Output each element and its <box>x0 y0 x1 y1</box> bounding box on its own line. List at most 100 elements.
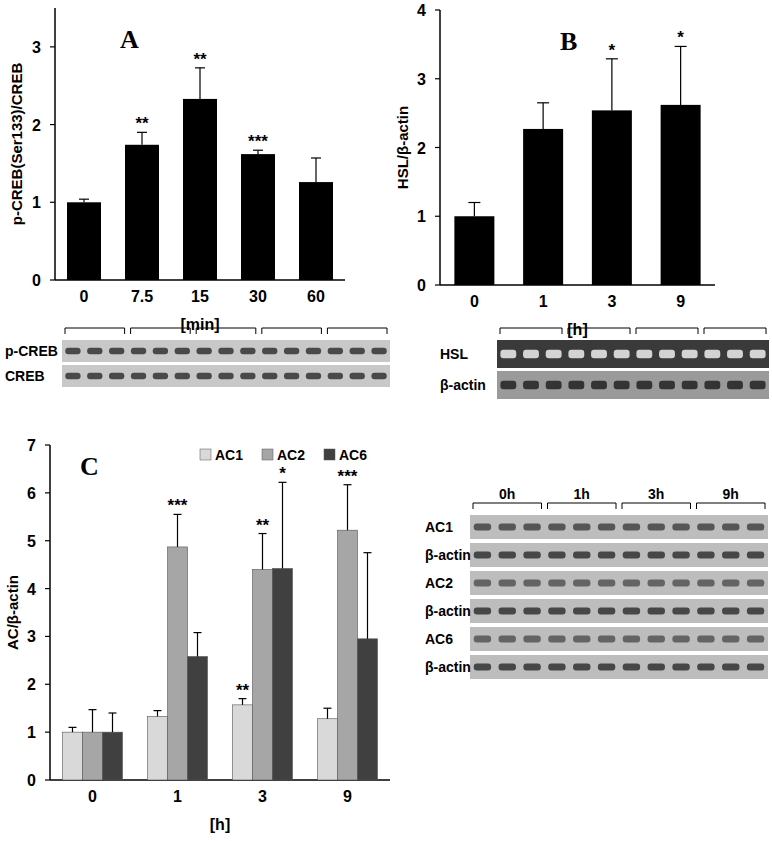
panel-title: A <box>120 25 139 54</box>
error-bar <box>537 103 549 129</box>
blot-band <box>672 607 689 614</box>
blot-band <box>175 373 190 380</box>
blot-band <box>636 381 652 389</box>
blot-band <box>722 551 739 558</box>
error-cap <box>364 552 372 553</box>
blot-band <box>573 635 590 642</box>
legend-swatch <box>200 449 211 460</box>
blot-band <box>672 635 689 642</box>
blot-group-label: 9h <box>723 486 739 502</box>
blot-band <box>350 348 365 355</box>
marks <box>454 46 700 285</box>
y-tick-label: 3 <box>417 71 426 88</box>
blot-band <box>747 635 764 642</box>
y-tick-label: 2 <box>32 117 41 134</box>
x-axis-label: [h] <box>567 321 587 338</box>
blot-band <box>573 663 590 670</box>
blot-band <box>573 551 590 558</box>
blot-band <box>109 348 124 355</box>
blot-band <box>591 381 607 389</box>
error-bar <box>109 713 117 732</box>
y-tick-label: 5 <box>27 533 36 550</box>
error-cap <box>154 710 162 711</box>
blot-band <box>262 348 277 355</box>
error-stem <box>199 68 200 99</box>
lane-bracket <box>196 328 256 334</box>
error-stem <box>474 203 475 217</box>
y-tick <box>45 444 50 445</box>
significance: ** <box>135 114 149 133</box>
x-tick-label: 0 <box>80 288 89 305</box>
error-bar <box>675 46 687 104</box>
blot-row-label: CREB <box>5 368 45 384</box>
error-stem <box>611 59 612 111</box>
significance: * <box>279 464 286 483</box>
significance: * <box>677 28 684 47</box>
blot-band <box>523 551 540 558</box>
error-cap <box>79 199 89 200</box>
blot-row-label: β-actin <box>425 547 471 563</box>
blot-band <box>598 523 615 530</box>
blot-band <box>548 551 565 558</box>
x-tick-label: 3 <box>607 293 616 310</box>
blot-band <box>747 607 764 614</box>
blot-band <box>697 663 714 670</box>
bar <box>338 530 358 780</box>
y-tick-label: 2 <box>417 140 426 157</box>
error-cap <box>89 709 97 710</box>
x-tick-label: 0 <box>88 788 97 805</box>
blot-band <box>109 373 124 380</box>
blot-band <box>328 373 343 380</box>
significance: *** <box>248 132 268 151</box>
error-cap <box>194 632 202 633</box>
blot-band <box>750 381 766 389</box>
blot-background <box>497 340 769 368</box>
bar <box>523 129 563 285</box>
legend-label: AC2 <box>277 447 305 463</box>
y-tick-label: 7 <box>27 437 36 454</box>
bar <box>358 639 378 780</box>
blot-background <box>470 655 768 679</box>
blot-background <box>470 571 768 595</box>
blot-band <box>131 348 146 355</box>
blot-band <box>284 373 299 380</box>
y-tick <box>45 492 50 493</box>
x-tick-label: 60 <box>307 288 325 305</box>
blot-background <box>470 515 768 539</box>
error-bar <box>279 482 287 568</box>
error-stem <box>327 708 328 719</box>
y-tick <box>435 147 440 148</box>
x-tick-label: 1 <box>539 293 548 310</box>
error-stem <box>315 158 316 182</box>
blot-band <box>499 607 516 614</box>
blot-band <box>648 663 665 670</box>
lane-bracket <box>65 328 125 334</box>
blot-band <box>65 348 80 355</box>
blot-band <box>727 350 743 358</box>
blot-row-label: HSL <box>440 346 468 362</box>
lane-bracket <box>327 328 387 334</box>
y-tick <box>50 202 55 203</box>
figure: 0123p-CREB(Ser133)/CREBA07.5153060[min]*… <box>0 0 772 841</box>
blot-band <box>523 635 540 642</box>
error-bar <box>344 485 352 530</box>
lane-bracket <box>704 328 766 334</box>
bar <box>183 99 217 280</box>
chart-panel: 01234HSL/β-actinB0139[h]** <box>394 2 715 338</box>
blot-band <box>648 523 665 530</box>
blot-band <box>747 579 764 586</box>
blot-band <box>474 607 491 614</box>
y-tick-label: 0 <box>417 277 426 294</box>
chart-panel: 0123p-CREB(Ser133)/CREBA07.5153060[min]*… <box>8 8 345 333</box>
bar <box>253 569 273 780</box>
blot-band <box>371 348 386 355</box>
error-cap <box>324 708 332 709</box>
x-tick-label: 30 <box>249 288 267 305</box>
bar <box>63 732 83 780</box>
blot-band <box>727 381 743 389</box>
error-bar <box>364 553 372 639</box>
blot-background <box>62 365 390 387</box>
blot-band <box>87 348 102 355</box>
y-tick <box>45 732 50 733</box>
blot-band <box>591 350 607 358</box>
